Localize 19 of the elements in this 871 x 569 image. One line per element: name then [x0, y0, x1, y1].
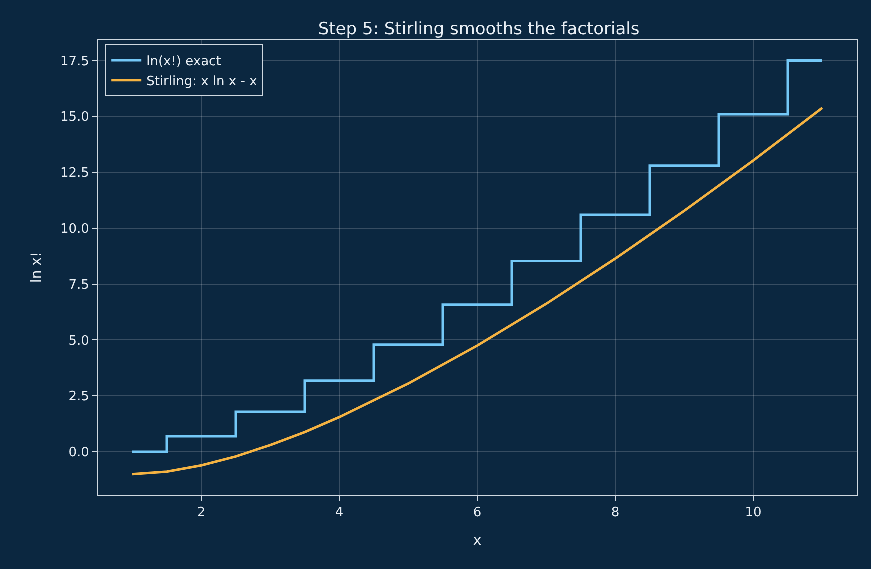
y-axis-title: ln x! — [29, 252, 46, 284]
chart-title: Step 5: Stirling smooths the factorials — [318, 20, 640, 40]
line-series — [131, 106, 824, 476]
x-tick-label: 10 — [745, 506, 762, 521]
y-tick-label: 5.0 — [68, 334, 90, 349]
y-tick-label: 10.0 — [60, 222, 90, 237]
x-tick-label: 6 — [473, 506, 482, 521]
x-axis-title: x — [473, 532, 482, 549]
legend-label: Stirling: x ln x - x — [146, 74, 258, 90]
y-tick-label: 15.0 — [60, 110, 90, 126]
y-tick-label: 12.5 — [60, 166, 90, 182]
x-tick-label: 8 — [611, 506, 620, 521]
x-tick-label: 2 — [197, 506, 206, 521]
y-tick-label: 17.5 — [60, 54, 90, 70]
y-tick-label: 7.5 — [68, 278, 90, 293]
x-tick-label: 4 — [335, 506, 344, 521]
y-tick-label: 0.0 — [68, 446, 90, 461]
y-tick-label: 2.5 — [68, 390, 90, 405]
legend-label: ln(x!) exact — [146, 54, 222, 70]
